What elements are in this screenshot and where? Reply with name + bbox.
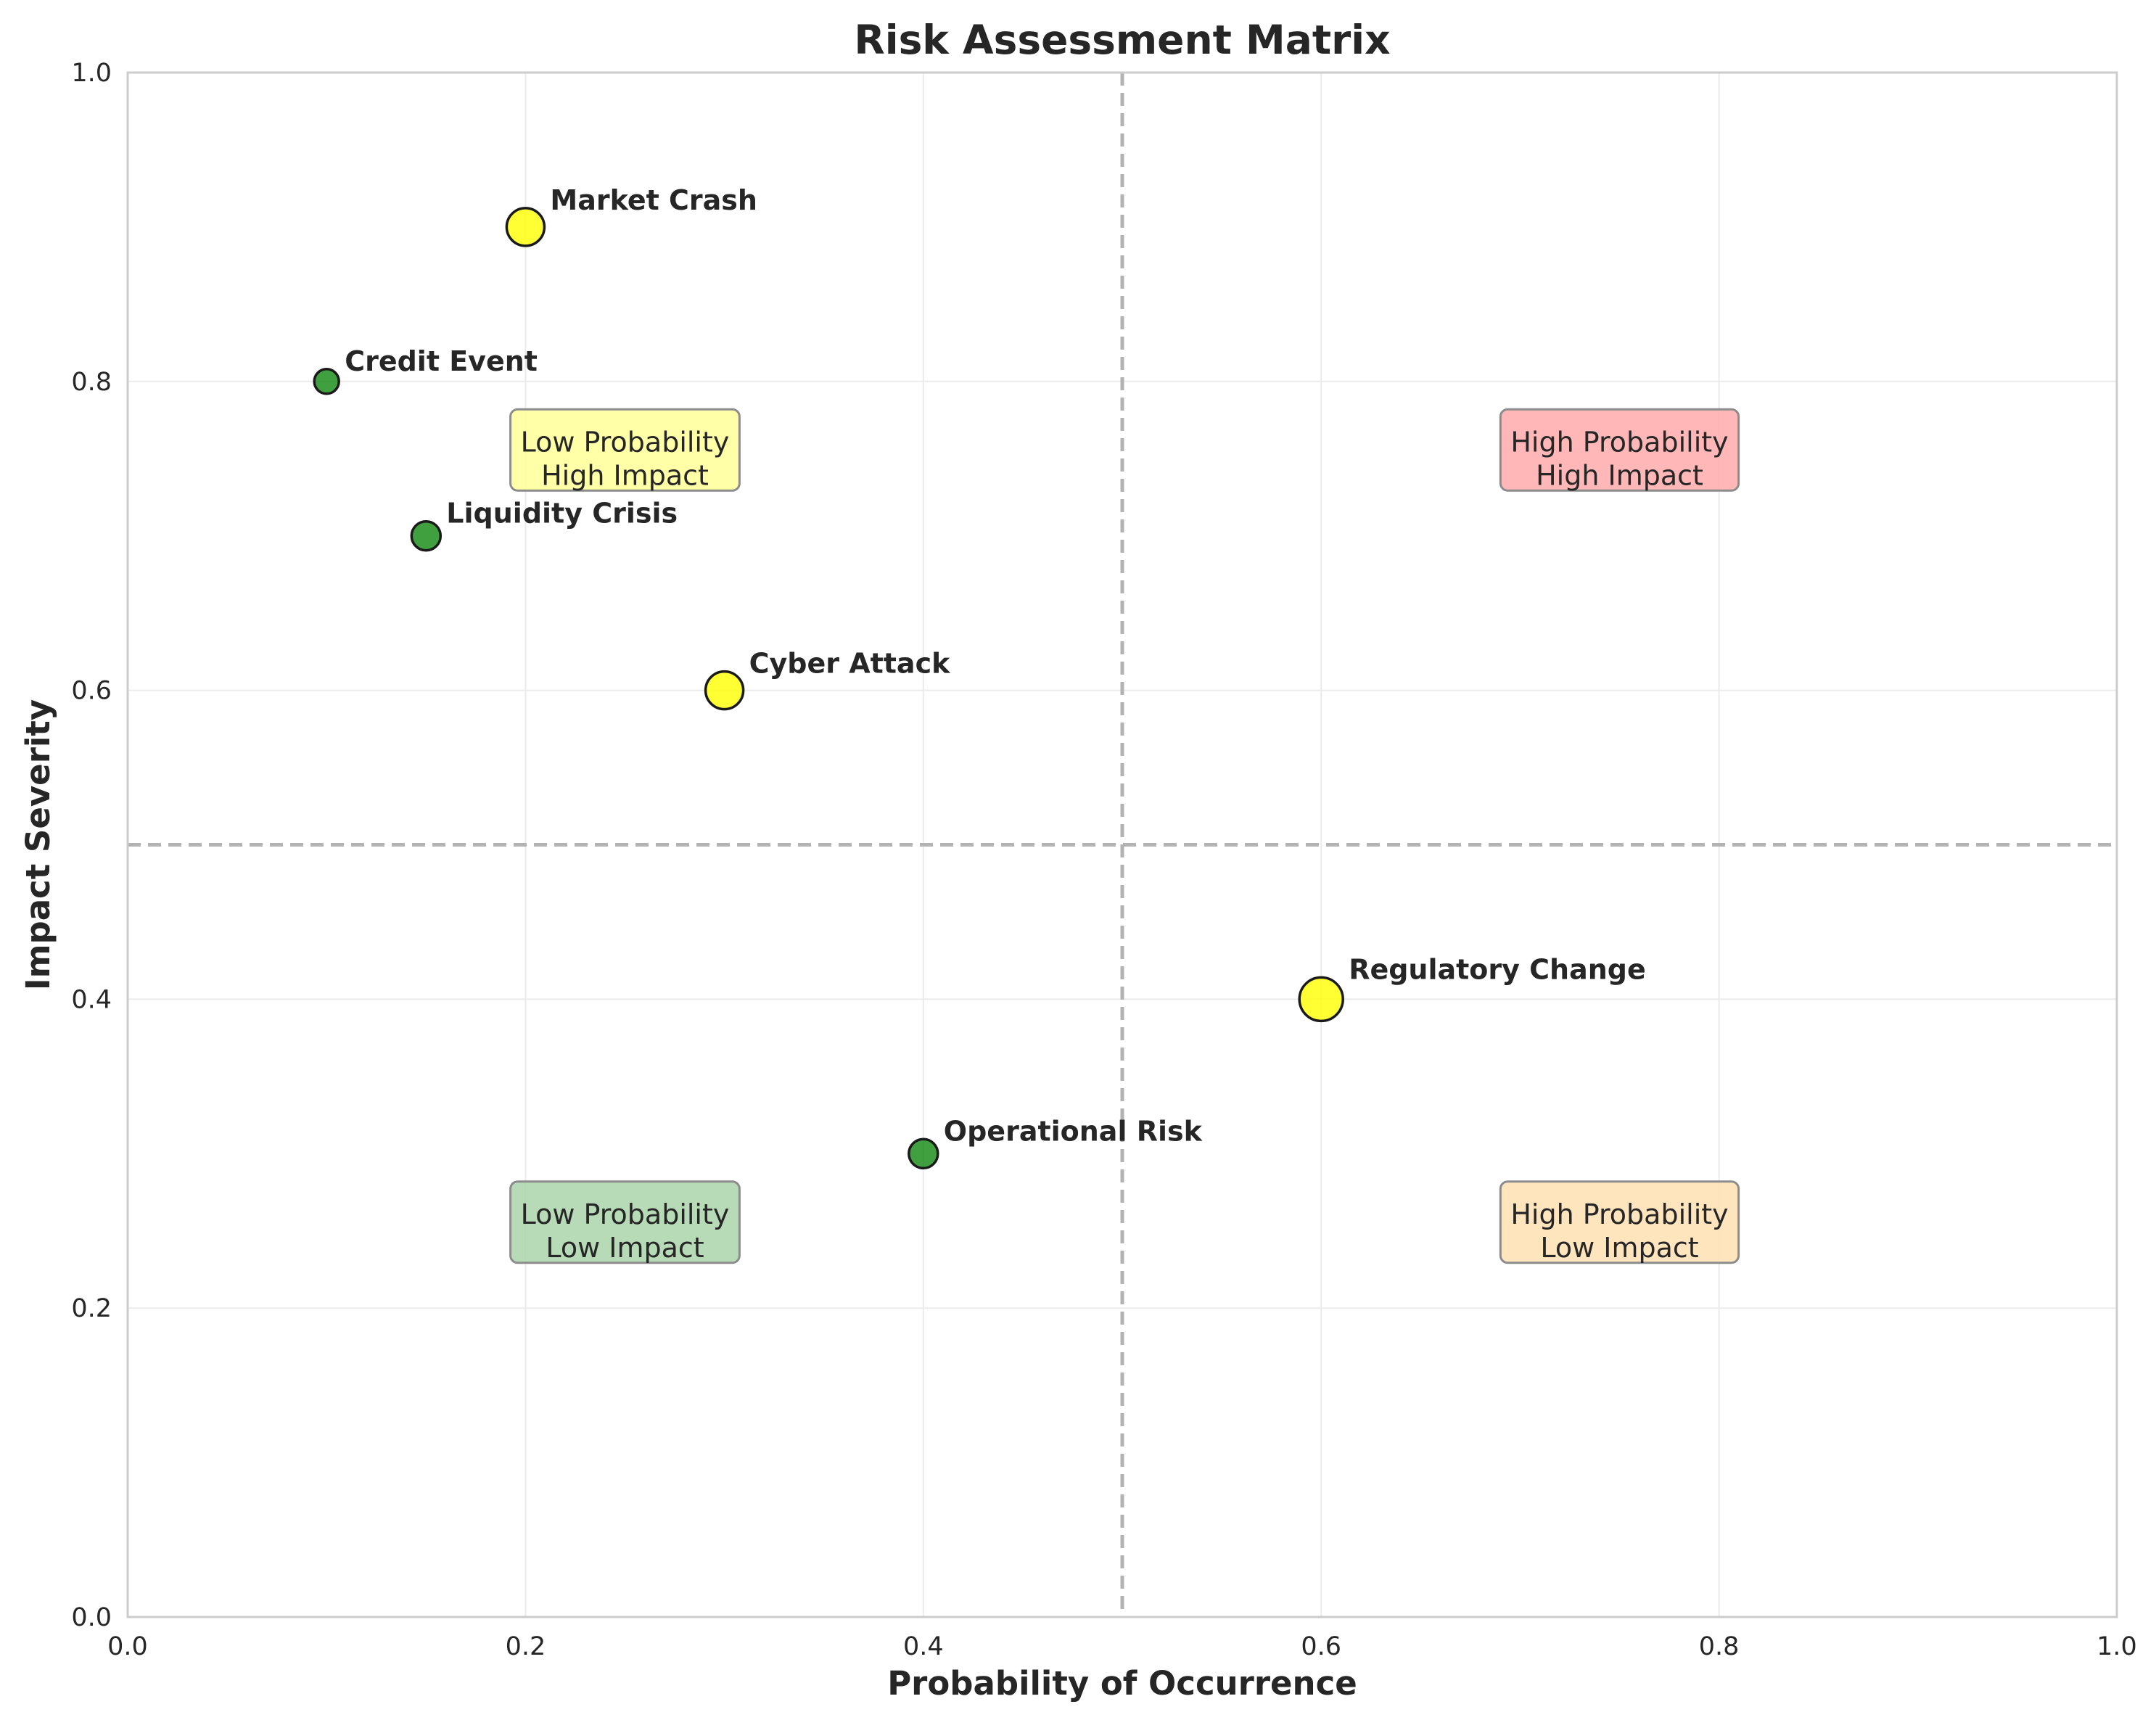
risk-point-label: Operational Risk <box>944 1115 1203 1147</box>
x-tick-label: 0.0 <box>107 1632 148 1661</box>
chart-title: Risk Assessment Matrix <box>854 17 1390 63</box>
x-tick-label: 0.6 <box>1301 1632 1341 1661</box>
quadrant-line2: High Impact <box>1536 459 1703 491</box>
x-tick-label: 1.0 <box>2097 1632 2137 1661</box>
x-tick-label: 0.2 <box>506 1632 546 1661</box>
y-tick-label: 0.8 <box>71 368 112 397</box>
y-tick-label: 0.6 <box>71 677 112 706</box>
risk-point-label: Regulatory Change <box>1349 953 1646 985</box>
risk-point <box>410 519 443 552</box>
risk-point-label: Market Crash <box>550 184 757 216</box>
quadrant-line1: Low Probability <box>521 1198 730 1230</box>
quadrant-box <box>509 1180 741 1264</box>
risk-point <box>1298 976 1344 1023</box>
quadrant-box <box>1499 408 1740 492</box>
tick-labels: 0.0 0.2 0.4 0.6 0.8 1.0 0.0 0.2 0.4 0.6 0.8 1.0 <box>71 59 2137 1661</box>
quadrant-line2: Low Impact <box>546 1232 704 1264</box>
data-points <box>313 207 1344 1170</box>
y-tick-label: 1.0 <box>71 59 112 88</box>
risk-point <box>505 207 546 247</box>
plot-frame <box>126 71 2118 1618</box>
x-tick-label: 0.4 <box>903 1632 944 1661</box>
y-tick-label: 0.0 <box>71 1603 112 1632</box>
quadrant-box <box>509 408 741 492</box>
risk-point <box>908 1137 939 1170</box>
point-labels: Market Crash Credit Event Liquidity Crisis… <box>345 184 1646 1147</box>
risk-point-label: Liquidity Crisis <box>446 498 678 530</box>
quadrant-box <box>1499 1180 1740 1264</box>
y-tick-label: 0.2 <box>71 1294 112 1323</box>
quadrant-line1: High Probability <box>1510 426 1728 458</box>
risk-point <box>704 670 745 711</box>
x-tick-label: 0.8 <box>1699 1632 1740 1661</box>
quadrant-line1: High Probability <box>1510 1198 1728 1230</box>
y-tick-label: 0.4 <box>71 985 112 1014</box>
risk-point <box>313 368 340 395</box>
threshold-lines <box>128 73 2117 1617</box>
x-axis-label: Probability of Occurrence <box>887 1664 1357 1703</box>
risk-point-label: Credit Event <box>345 345 538 377</box>
quadrant-line2: High Impact <box>541 459 709 491</box>
risk-point-label: Cyber Attack <box>749 648 951 680</box>
quadrant-line1: Low Probability <box>521 426 730 458</box>
y-axis-label: Impact Severity <box>19 699 57 990</box>
quadrant-line2: Low Impact <box>1540 1232 1698 1264</box>
